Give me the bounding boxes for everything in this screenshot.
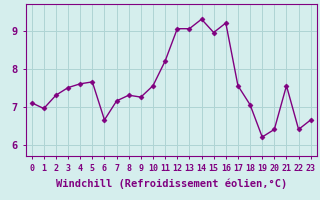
X-axis label: Windchill (Refroidissement éolien,°C): Windchill (Refroidissement éolien,°C) (56, 178, 287, 189)
